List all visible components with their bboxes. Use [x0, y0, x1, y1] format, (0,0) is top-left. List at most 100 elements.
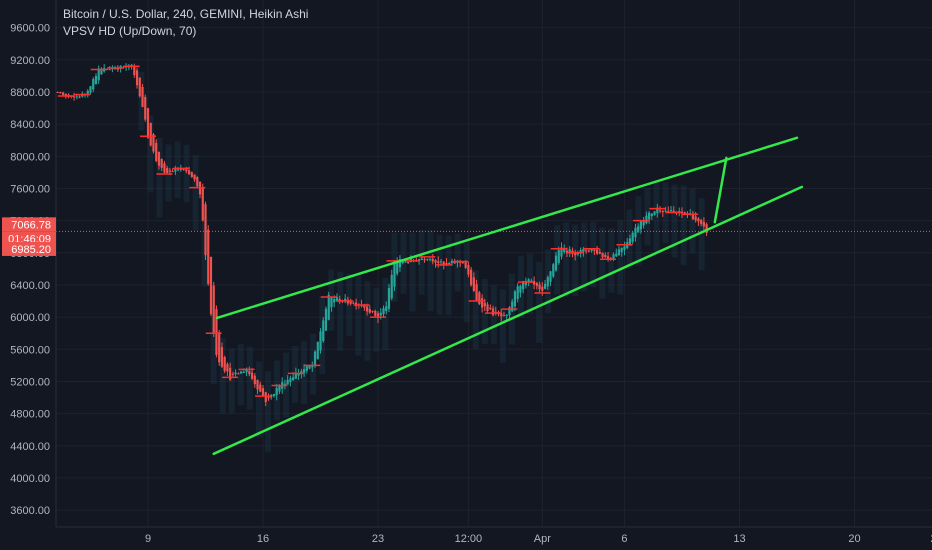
- symbol-title[interactable]: Bitcoin / U.S. Dollar, 240, GEMINI, Heik…: [63, 7, 309, 21]
- volume-profile-bar: [183, 144, 190, 203]
- volume-profile-bar: [364, 281, 371, 361]
- volume-profile-bar: [382, 278, 389, 351]
- candle-body: [431, 258, 434, 262]
- volume-profile-bar: [373, 287, 380, 352]
- candle-body: [639, 221, 642, 230]
- second-price-tag: 6985.20: [11, 244, 51, 256]
- candle-body: [97, 68, 100, 81]
- candle-body: [541, 286, 544, 291]
- candle-body: [78, 96, 81, 98]
- volume-profile-bar: [156, 137, 163, 218]
- candle-body: [420, 258, 423, 260]
- candle-body: [196, 177, 199, 187]
- volume-profile-bar: [219, 337, 226, 414]
- candle-body: [163, 163, 166, 173]
- candle-body: [242, 371, 245, 373]
- volume-profile-bar: [617, 220, 624, 295]
- candle-body: [86, 90, 89, 95]
- volume-profile-bar: [481, 278, 488, 345]
- candle-body: [653, 211, 656, 215]
- candle-body: [365, 306, 369, 312]
- candle-body: [324, 308, 328, 331]
- candle-body: [590, 248, 593, 251]
- candle-body: [363, 305, 366, 308]
- candle-body: [648, 212, 651, 220]
- candle-body: [72, 96, 76, 98]
- candles: [56, 63, 708, 407]
- candle-body: [264, 392, 267, 403]
- candle-body: [612, 254, 615, 259]
- trendlines[interactable]: [212, 136, 804, 456]
- volume-profile-bar: [264, 371, 271, 453]
- candle-body: [105, 68, 109, 70]
- candle-body: [475, 284, 478, 301]
- y-tick-label: 8000.00: [10, 151, 50, 163]
- candle-body: [634, 227, 637, 238]
- candle-body: [401, 261, 404, 264]
- candle-body: [297, 372, 300, 376]
- lower-wedge-line[interactable]: [212, 185, 804, 456]
- candle-body: [171, 171, 174, 173]
- candle-body: [527, 279, 530, 284]
- candle-body: [275, 387, 278, 396]
- volume-profile-bar: [608, 228, 615, 293]
- time-axis-panel[interactable]: [0, 527, 932, 550]
- candle-body: [546, 277, 549, 287]
- volume-profile-bar: [653, 181, 660, 252]
- candle-body: [664, 210, 667, 212]
- candle-body: [289, 378, 292, 383]
- y-tick-label: 6400.00: [10, 280, 50, 292]
- volume-profile-bar: [536, 261, 543, 344]
- candle-body: [606, 256, 610, 260]
- candle-body: [344, 298, 347, 301]
- candle-body: [382, 308, 385, 315]
- volume-profile-bar: [165, 144, 172, 202]
- candle-body: [658, 210, 662, 212]
- volume-profile-bar: [427, 230, 434, 312]
- x-tick-label: 16: [257, 533, 269, 545]
- candle-body: [152, 134, 155, 152]
- candle-body: [138, 77, 141, 97]
- candle-body: [390, 274, 393, 299]
- candle-body: [582, 248, 585, 252]
- candle-body: [111, 68, 114, 70]
- candle-body: [554, 255, 558, 271]
- candle-body: [669, 210, 673, 212]
- volume-profile-bar: [581, 222, 588, 292]
- upper-wedge-line[interactable]: [215, 136, 799, 320]
- candle-body: [278, 385, 281, 392]
- candle-body: [587, 250, 590, 252]
- candle-body: [543, 283, 547, 289]
- candle-body: [500, 313, 503, 317]
- candle-body: [212, 285, 215, 334]
- indicator-title[interactable]: VPSV HD (Up/Down, 70): [63, 24, 197, 38]
- candle-body: [185, 169, 188, 172]
- candle-body: [563, 249, 566, 252]
- projection-line[interactable]: [713, 156, 728, 224]
- candle-body: [237, 373, 240, 375]
- candle-body: [489, 307, 492, 310]
- x-tick-label: 9: [145, 533, 151, 545]
- candle-body: [229, 367, 232, 380]
- candle-body: [374, 310, 377, 316]
- candle-body: [450, 260, 454, 264]
- price-axis-panel[interactable]: [0, 0, 56, 550]
- candle-body: [352, 302, 355, 304]
- chart-legend: Bitcoin / U.S. Dollar, 240, GEMINI, Heik…: [63, 6, 308, 40]
- candle-body: [508, 307, 511, 316]
- y-tick-label: 8800.00: [10, 87, 50, 99]
- candle-body: [604, 254, 607, 258]
- candle-body: [108, 69, 111, 71]
- y-tick-label: 8400.00: [10, 119, 50, 131]
- poc-markers: [57, 65, 699, 397]
- candle-body: [637, 226, 640, 233]
- volume-profile-bar: [228, 348, 235, 414]
- candle-body: [286, 379, 289, 385]
- candle-body: [576, 253, 580, 255]
- candle-body: [335, 297, 339, 301]
- candle-body: [231, 373, 234, 375]
- candle-body: [396, 261, 399, 274]
- candle-body: [207, 229, 210, 285]
